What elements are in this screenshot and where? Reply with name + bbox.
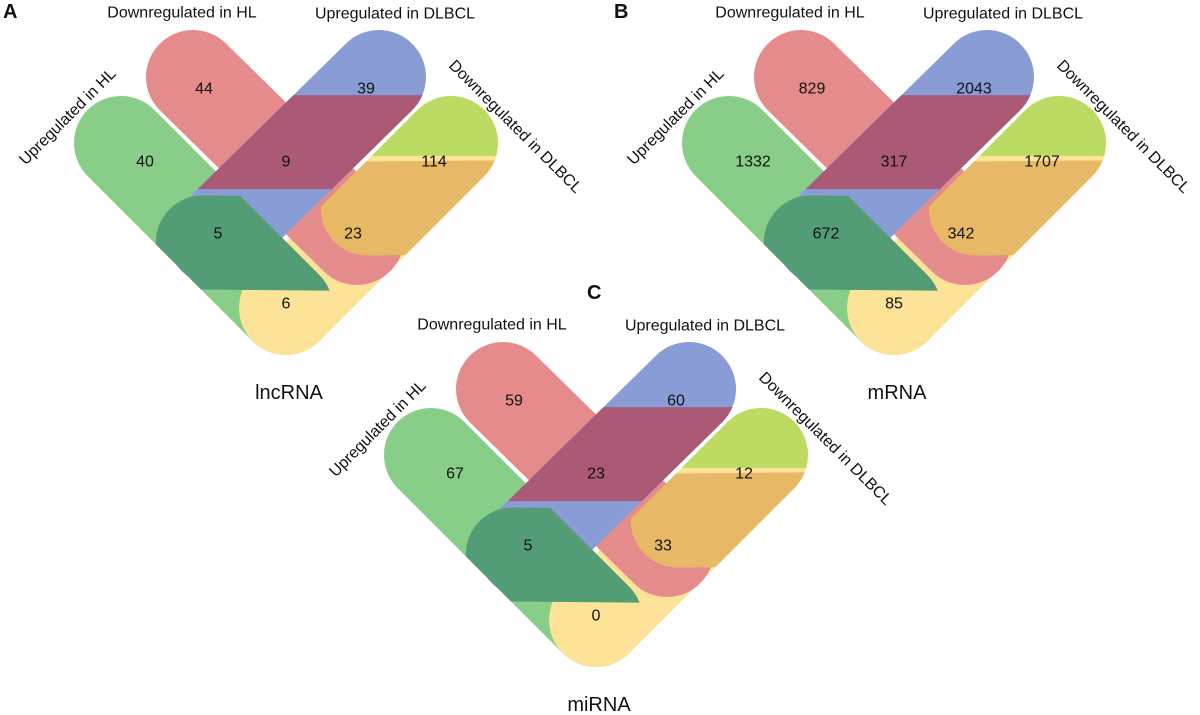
set-label-up-dlbcl: Upregulated in DLBCL xyxy=(625,318,785,335)
region-count-down-hl-up-dlbcl: 23 xyxy=(587,466,605,483)
region-count-up-dlbcl: 39 xyxy=(357,81,375,98)
region-count-down-hl-up-dlbcl: 9 xyxy=(282,154,291,171)
set-label-up-dlbcl: Upregulated in DLBCL xyxy=(315,6,475,23)
region-count-down-dlbcl: 12 xyxy=(735,466,753,483)
set-label-down-hl: Downregulated in HL xyxy=(715,5,865,22)
venn-panel-a: 44 39 40 9 114 5 23 6 Downregulated in HL Upregul… xyxy=(3,1,585,404)
set-label-down-hl: Downregulated in HL xyxy=(417,317,567,334)
panel-title: mRNA xyxy=(868,382,928,404)
region-count-down-hl: 44 xyxy=(195,81,213,98)
region-count-up-hl-down-dlbcl: 85 xyxy=(885,296,903,313)
region-count-up-hl: 67 xyxy=(446,466,464,483)
region-count-up-hl: 40 xyxy=(136,154,154,171)
region-count-down-hl-down-dlbcl: 342 xyxy=(948,226,975,243)
region-count-down-hl-up-dlbcl: 317 xyxy=(881,154,908,171)
panel-letter: B xyxy=(614,1,628,23)
region-count-up-hl-up-dlbcl: 672 xyxy=(813,226,840,243)
set-label-down-hl: Downregulated in HL xyxy=(107,5,257,22)
region-count-down-dlbcl: 114 xyxy=(421,154,447,171)
region-count-down-hl-down-dlbcl: 33 xyxy=(654,538,672,555)
panel-letter: A xyxy=(3,1,17,23)
region-count-up-hl-down-dlbcl: 6 xyxy=(282,296,291,313)
region-count-up-hl: 1332 xyxy=(735,154,771,171)
region-count-up-hl-up-dlbcl: 5 xyxy=(214,226,223,243)
venn-panel-c: 59 60 67 23 12 5 33 0 Downregulated in HL Upregul… xyxy=(326,282,895,715)
region-count-up-dlbcl: 60 xyxy=(667,393,685,410)
intersection-down-hl-up-dlbcl xyxy=(775,95,1034,190)
region-count-up-hl-up-dlbcl: 5 xyxy=(524,538,533,555)
panel-letter: C xyxy=(587,282,601,304)
set-label-up-dlbcl: Upregulated in DLBCL xyxy=(923,6,1083,23)
region-count-down-dlbcl: 1707 xyxy=(1024,154,1060,171)
region-count-down-hl: 59 xyxy=(505,393,523,410)
region-count-up-hl-down-dlbcl: 0 xyxy=(592,608,601,625)
intersection-down-hl-up-dlbcl xyxy=(168,95,426,190)
region-count-down-hl-down-dlbcl: 23 xyxy=(344,226,362,243)
panel-title: lncRNA xyxy=(255,382,323,404)
region-count-down-hl: 829 xyxy=(799,81,826,98)
intersection-down-hl-up-dlbcl xyxy=(478,407,737,502)
region-count-up-dlbcl: 2043 xyxy=(956,81,992,98)
panel-title: miRNA xyxy=(567,694,631,715)
